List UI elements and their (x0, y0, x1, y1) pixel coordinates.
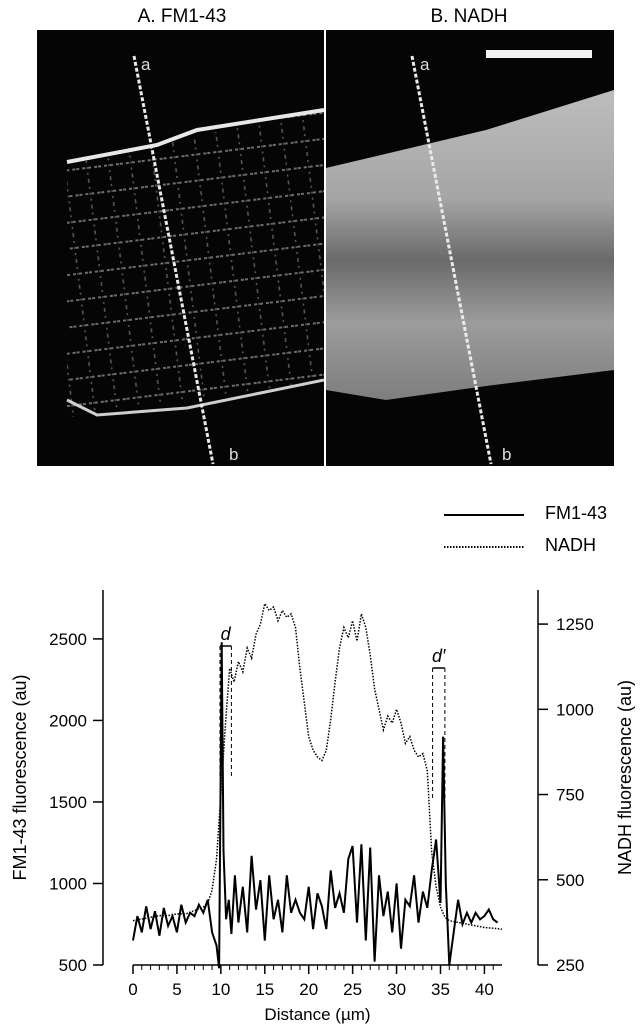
series-line-fm1-43 (132, 642, 499, 969)
y-left-tick-label: 2500 (49, 630, 87, 649)
y-left-tick-label: 1500 (49, 793, 87, 812)
y-right-tick-label: 250 (556, 956, 584, 975)
x-axis-label: Distance (µm) (264, 1005, 370, 1024)
legend-label-nadh: NADH (545, 535, 597, 555)
scan-line-b (410, 55, 493, 465)
annotation-label: d (221, 624, 232, 644)
scan-start-label-b: a (420, 55, 430, 74)
scan-line-a (132, 55, 215, 465)
x-tick-label: 25 (343, 980, 362, 999)
x-tick-label: 30 (387, 980, 406, 999)
x-tick-label: 15 (255, 980, 274, 999)
micrograph-b-image: a b (326, 50, 614, 465)
x-tick-label: 10 (211, 980, 230, 999)
y-axis-right-label: NADH fluorescence (au) (615, 680, 635, 875)
y-right-tick-label: 1250 (556, 615, 594, 634)
cell-fm1-43 (67, 110, 324, 418)
scan-start-label-a: a (141, 55, 151, 74)
micrograph-fm1-43: a b (37, 30, 324, 466)
y-right-tick-label: 500 (556, 871, 584, 890)
legend-label-fm1-43: FM1-43 (545, 503, 608, 523)
y-left-tick-label: 500 (59, 956, 87, 975)
x-tick-label: 35 (431, 980, 450, 999)
annotation-label: d′ (432, 646, 446, 666)
y-right-tick-label: 750 (556, 786, 584, 805)
y-left-tick-label: 2000 (49, 711, 87, 730)
micrograph-a-image: a b (66, 55, 324, 465)
x-tick-label: 20 (299, 980, 318, 999)
x-tick-label: 40 (475, 980, 494, 999)
y-left-tick-label: 1000 (49, 874, 87, 893)
x-tick-label: 0 (128, 980, 137, 999)
cell-membrane-top (66, 108, 324, 164)
series-line-nadh (132, 601, 503, 930)
y-right-tick-label: 1000 (556, 700, 594, 719)
panel-a-title: A. FM1-43 (137, 6, 227, 27)
panel-b-title: B. NADH (430, 6, 508, 27)
scan-end-label-a: b (229, 445, 238, 464)
scan-end-label-b: b (502, 445, 511, 464)
micrograph-nadh: a b (326, 30, 614, 466)
cell-membrane-bottom (66, 378, 324, 417)
x-tick-label: 5 (172, 980, 181, 999)
y-axis-left-label: FM1-43 fluorescence (au) (10, 674, 30, 880)
scale-bar (486, 50, 592, 58)
cell-nadh (326, 90, 614, 400)
